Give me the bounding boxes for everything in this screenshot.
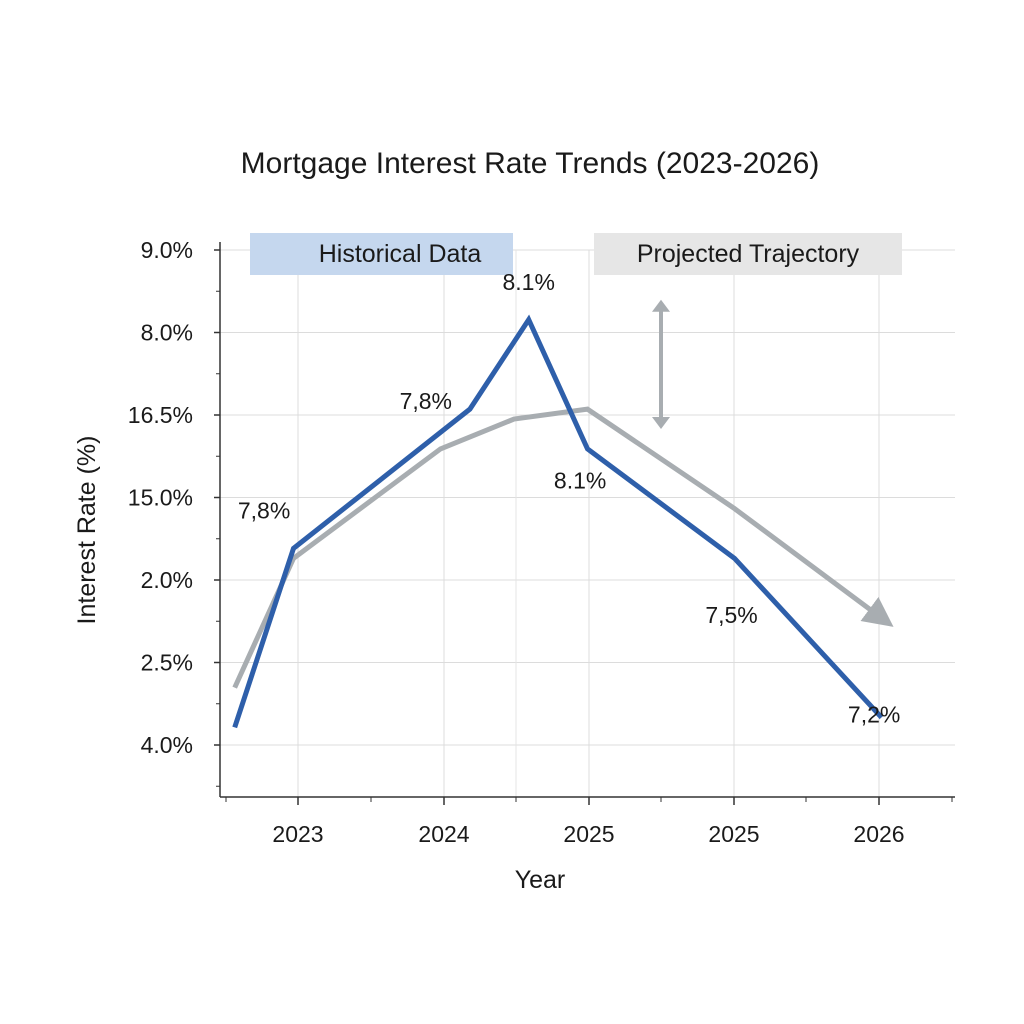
y-tick-label: 2.5% [141,650,193,676]
double-arrow-head-up [652,299,670,312]
double-arrow-head-down [652,417,670,430]
series [232,314,894,729]
legend-swatch [250,233,513,275]
data-label: 7,5% [705,602,757,628]
legend-swatch [594,233,902,275]
data-label: 7,8% [400,388,452,414]
legend-label: Projected Trajectory [637,240,860,268]
data-label: 8.1% [554,468,606,494]
y-axis-title: Interest Rate (%) [73,436,101,625]
data-labels: 7,8% 7,8% 8.1% 8.1% 7,5% 7,2% [238,269,900,728]
projected-series-line [232,406,894,689]
x-tick-label: 2025 [563,821,614,847]
y-tick-label: 2.0% [141,567,193,593]
data-label: 7,8% [238,498,290,524]
grid [220,249,955,797]
data-label: 7,2% [848,701,900,727]
historical-series-line [232,314,884,729]
x-tick-label: 2024 [418,821,469,847]
chart-title: Mortgage Interest Rate Trends (2023-2026… [241,147,820,180]
y-tick-label: 16.5% [128,402,193,428]
data-label: 8.1% [502,269,554,295]
legend: Historical Data Projected Trajectory [250,233,902,275]
y-tick-label: 8.0% [141,320,193,346]
axes: 9.0% 8.0% 16.5% 15.0% 2.0% 2.5% 4.0% 2023 2024 20… [128,237,955,847]
x-tick-label: 2025 [708,821,759,847]
annotations [652,299,670,430]
y-tick-label: 15.0% [128,485,193,511]
x-tick-label: 2026 [853,821,904,847]
x-tick-label: 2023 [272,821,323,847]
y-tick-label: 9.0% [141,237,193,263]
y-tick-label: 4.0% [141,732,193,758]
legend-label: Historical Data [319,240,482,268]
x-axis-title: Year [515,866,566,894]
